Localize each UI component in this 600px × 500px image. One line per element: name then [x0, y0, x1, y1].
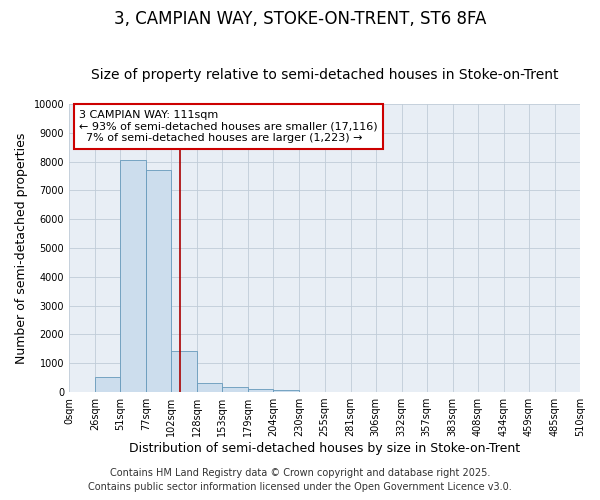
Bar [146, 170, 171, 392]
Bar [120, 160, 146, 392]
X-axis label: Distribution of semi-detached houses by size in Stoke-on-Trent: Distribution of semi-detached houses by … [129, 442, 520, 455]
Text: 3, CAMPIAN WAY, STOKE-ON-TRENT, ST6 8FA: 3, CAMPIAN WAY, STOKE-ON-TRENT, ST6 8FA [114, 10, 486, 28]
Bar [171, 351, 197, 392]
Text: Contains HM Land Registry data © Crown copyright and database right 2025.
Contai: Contains HM Land Registry data © Crown c… [88, 468, 512, 492]
Title: Size of property relative to semi-detached houses in Stoke-on-Trent: Size of property relative to semi-detach… [91, 68, 558, 82]
Bar [197, 382, 223, 392]
Bar [95, 376, 120, 392]
Y-axis label: Number of semi-detached properties: Number of semi-detached properties [15, 132, 28, 364]
Bar [223, 388, 248, 392]
Bar [248, 390, 274, 392]
Text: 3 CAMPIAN WAY: 111sqm
← 93% of semi-detached houses are smaller (17,116)
  7% of: 3 CAMPIAN WAY: 111sqm ← 93% of semi-deta… [79, 110, 378, 143]
Bar [274, 390, 299, 392]
